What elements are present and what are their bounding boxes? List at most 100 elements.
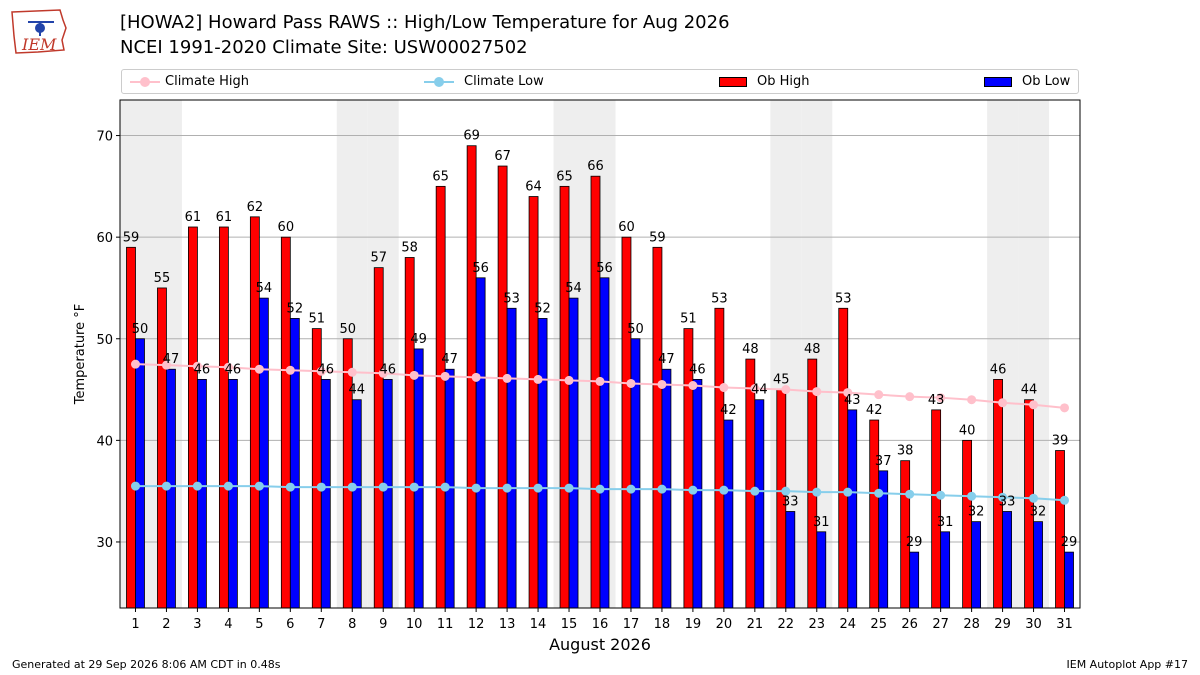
logo-text: IEM (21, 35, 57, 54)
ob-high-bar (590, 175, 601, 609)
ob-low-bar (754, 399, 765, 609)
x-tick-label: 11 (437, 617, 454, 632)
ob-low-bar (816, 531, 827, 609)
climate-low-point (1060, 495, 1070, 505)
ob-high-label: 42 (866, 403, 883, 418)
x-tick-label: 28 (963, 617, 980, 632)
ob-low-bar (537, 318, 548, 609)
x-tick-label: 17 (623, 617, 640, 632)
climate-high-point (254, 364, 264, 374)
ob-low-label: 37 (875, 454, 892, 469)
ob-low-bar (599, 277, 610, 609)
x-tick-label: 30 (1025, 617, 1042, 632)
climate-low-point (874, 488, 884, 498)
climate-low-point (936, 490, 946, 500)
circle-marker-icon (140, 77, 150, 87)
ob-high-label: 64 (525, 180, 542, 195)
ob-low-label: 46 (225, 362, 242, 377)
climate-low-point (533, 483, 543, 493)
x-tick-label: 7 (317, 617, 325, 632)
climate-high-point (998, 398, 1008, 408)
climate-high-point (223, 362, 233, 372)
plot-frame (119, 99, 1081, 609)
ob-low-label: 50 (132, 322, 149, 337)
ob-high-label: 67 (494, 149, 511, 164)
ob-low-label: 47 (658, 352, 675, 367)
climate-high-point (657, 379, 667, 389)
x-tick-label: 3 (193, 617, 201, 632)
ob-low-label: 29 (906, 535, 923, 550)
climate-high-point (936, 393, 946, 403)
x-tick-label: 16 (592, 617, 609, 632)
ob-high-label: 59 (649, 230, 666, 245)
ob-high-label: 65 (556, 169, 573, 184)
climate-high-point (378, 368, 388, 378)
ob-low-bar (940, 531, 951, 609)
ob-high-bar (621, 236, 632, 609)
x-tick-label: 24 (839, 617, 856, 632)
x-tick-label: 26 (901, 617, 918, 632)
ob-high-bar (652, 246, 663, 609)
climate-low-point (967, 491, 977, 501)
climate-low-point (719, 485, 729, 495)
ob-high-bar (280, 236, 291, 609)
legend: Climate High Climate Low Ob High Ob Low (121, 69, 1079, 94)
ob-high-label: 62 (247, 200, 264, 215)
ob-high-label: 59 (123, 230, 140, 245)
iem-logo: IEM (11, 9, 67, 54)
x-tick-label: 9 (379, 617, 387, 632)
climate-high-point (843, 388, 853, 398)
climate-high-point (905, 392, 915, 402)
ob-high-label: 51 (680, 312, 697, 327)
ob-high-bar (807, 358, 818, 609)
y-tick-label: 30 (96, 536, 113, 551)
ob-high-label: 57 (370, 251, 387, 266)
climate-low-point (781, 486, 791, 496)
x-tick-label: 22 (778, 617, 795, 632)
ob-low-bar (197, 378, 207, 609)
x-tick-label: 5 (255, 617, 263, 632)
climate-high-point (130, 359, 140, 369)
x-tick-label: 25 (870, 617, 887, 632)
legend-label-climate-low: Climate Low (464, 74, 544, 89)
ob-high-label: 53 (711, 291, 728, 306)
climate-low-point (688, 485, 698, 495)
ob-high-bar (714, 307, 725, 609)
ob-high-bar (931, 409, 942, 609)
ob-low-label: 33 (999, 494, 1016, 509)
climate-low-point (254, 481, 264, 491)
ob-low-label: 50 (627, 322, 644, 337)
legend-label-ob-high: Ob High (757, 74, 810, 89)
ob-low-label: 31 (937, 515, 954, 530)
x-tick-label: 10 (406, 617, 423, 632)
ob-low-bar (630, 338, 641, 609)
climate-low-point (657, 484, 667, 494)
generated-timestamp: Generated at 29 Sep 2026 8:06 AM CDT in … (12, 658, 281, 671)
ob-high-label: 50 (339, 322, 356, 337)
ob-high-bar (435, 185, 446, 609)
ob-high-label: 38 (897, 444, 914, 459)
app-label: IEM Autoplot App #17 (1066, 658, 1189, 671)
y-axis-label: Temperature °F (73, 304, 88, 405)
climate-low-point (285, 482, 295, 492)
x-tick-label: 27 (932, 617, 949, 632)
climate-high-point (409, 370, 419, 380)
ob-high-bar (157, 287, 167, 609)
y-tick-label: 50 (96, 333, 113, 348)
climate-low-point (409, 482, 419, 492)
ob-high-label: 43 (928, 393, 945, 408)
x-tick-label: 6 (286, 617, 294, 632)
ob-high-label: 61 (185, 210, 202, 225)
ob-high-label: 48 (742, 342, 759, 357)
climate-high-point (440, 371, 450, 381)
ob-high-label: 39 (1052, 434, 1069, 449)
x-tick-label: 2 (162, 617, 170, 632)
climate-high-point (533, 374, 543, 384)
climate-low-point (471, 483, 481, 493)
x-tick-label: 1 (131, 617, 139, 632)
climate-high-point (874, 390, 884, 400)
x-tick-label: 23 (809, 617, 826, 632)
ob-low-bar (785, 511, 796, 609)
climate-low-point (502, 483, 512, 493)
ob-high-label: 66 (587, 159, 604, 174)
